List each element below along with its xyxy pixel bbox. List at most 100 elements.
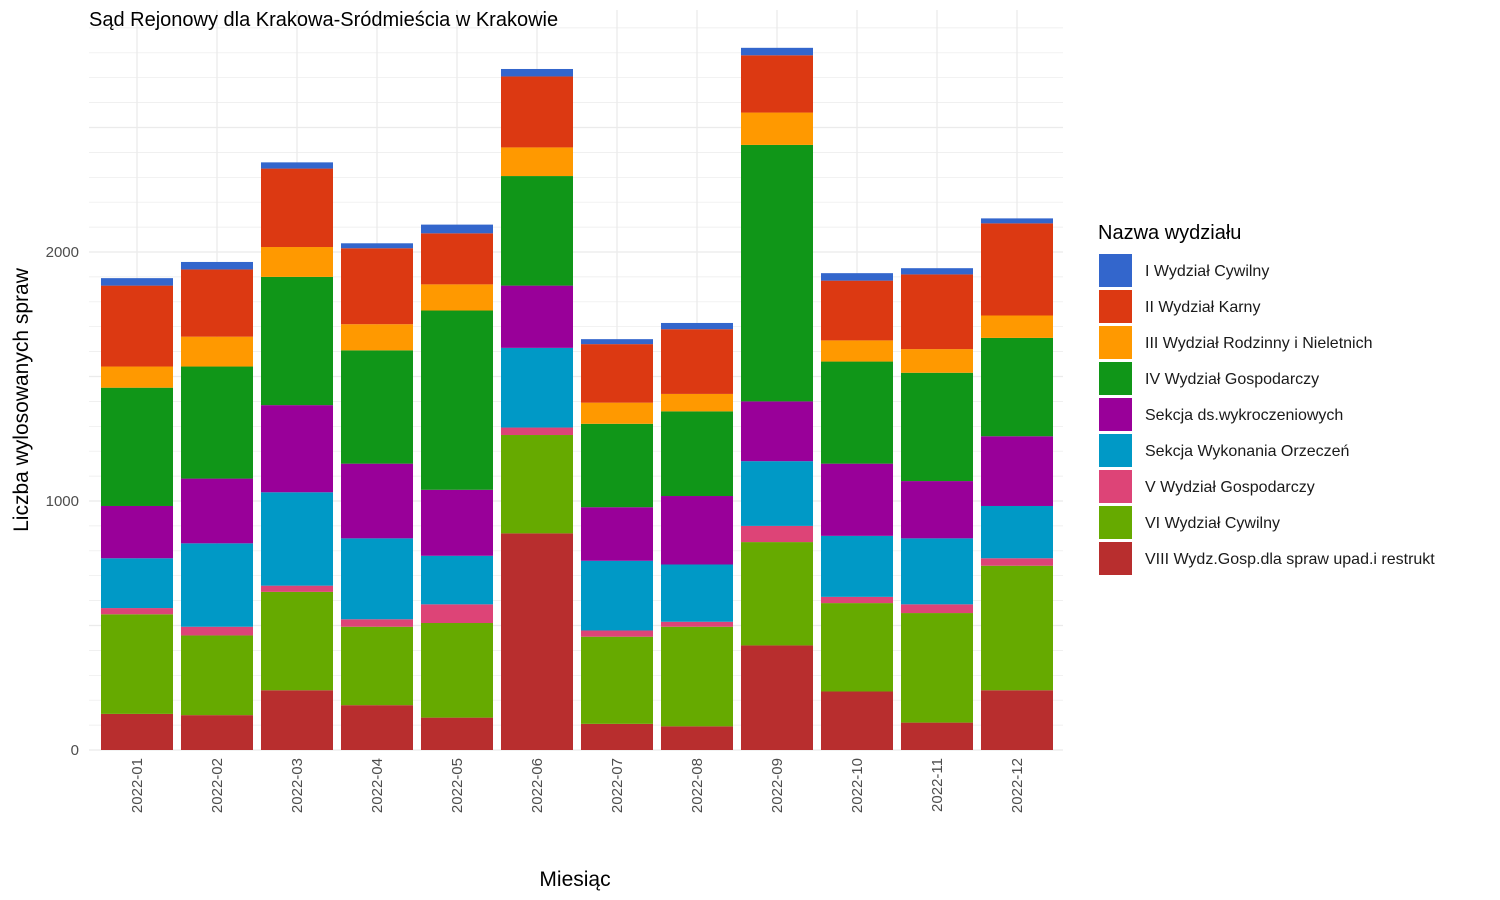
bar-segment <box>181 715 253 750</box>
bar-segment <box>901 268 973 275</box>
x-axis-ticks: 2022-01 2022-02 2022-03 2022-04 2022-05 2022-… <box>129 758 1026 813</box>
bar-segment <box>341 350 413 464</box>
bar-segment <box>421 310 493 490</box>
legend-swatch <box>1099 434 1132 467</box>
legend-label: I Wydział Cywilny <box>1145 263 1269 280</box>
bar-segment <box>981 337 1053 437</box>
legend-label: III Wydział Rodzinny i Nieletnich <box>1145 335 1373 352</box>
bar-segment <box>981 558 1053 566</box>
x-tick-label: 2022-11 <box>929 758 946 812</box>
bar-segment <box>821 463 893 536</box>
legend-label: IV Wydział Gospodarczy <box>1145 371 1319 388</box>
chart-title: Sąd Rejonowy dla Krakowa-Sródmieścia w K… <box>89 9 558 31</box>
x-tick-label: 2022-05 <box>449 758 466 813</box>
bar-segment <box>581 630 653 637</box>
bar-segment <box>901 722 973 750</box>
bar-segment <box>101 505 173 559</box>
bar-segment <box>741 401 813 462</box>
bar-segment <box>661 329 733 394</box>
bar-segment <box>981 436 1053 506</box>
bar-segment <box>741 55 813 113</box>
x-tick-label: 2022-02 <box>209 758 226 813</box>
bar-segment <box>421 717 493 750</box>
bar-segment <box>901 538 973 605</box>
bar-segment <box>741 112 813 145</box>
bar-segment <box>741 645 813 750</box>
bar-segment <box>821 691 893 750</box>
bar-segment <box>581 423 653 508</box>
y-tick-label: 1000 <box>46 493 79 510</box>
bar-segment <box>901 613 973 723</box>
bar-segment <box>341 626 413 706</box>
x-tick-label: 2022-12 <box>1009 758 1026 813</box>
bar-segment <box>261 405 333 493</box>
legend-swatch <box>1099 542 1132 575</box>
bar-segment <box>501 147 573 177</box>
bar-segment <box>901 349 973 373</box>
bar-segment <box>421 489 493 556</box>
bar-segment <box>741 144 813 402</box>
bar-segment <box>581 402 653 424</box>
bar-segment <box>261 168 333 248</box>
x-tick-label: 2022-09 <box>769 758 786 813</box>
x-tick-label: 2022-04 <box>369 758 386 813</box>
legend-swatch <box>1099 506 1132 539</box>
bar-segment <box>821 340 893 362</box>
bar-segment <box>981 315 1053 338</box>
bar-segment <box>421 224 493 234</box>
bar-segment <box>101 614 173 714</box>
legend-label: VIII Wydz.Gosp.dla spraw upad.i restrukt <box>1145 551 1435 568</box>
bar-segment <box>501 347 573 428</box>
x-tick-label: 2022-08 <box>689 758 706 813</box>
bar-segment <box>901 481 973 539</box>
bar-segment <box>661 322 733 330</box>
bar-segment <box>901 274 973 350</box>
bar-segment <box>741 461 813 526</box>
bar-segment <box>421 604 493 624</box>
bar-segment <box>421 284 493 311</box>
legend-label: Sekcja ds.wykroczeniowych <box>1145 407 1343 424</box>
legend-swatch <box>1099 398 1132 431</box>
bar-segment <box>341 538 413 620</box>
x-tick-label: 2022-07 <box>609 758 626 813</box>
bar-segment <box>981 223 1053 316</box>
bar-segment <box>501 427 573 436</box>
bar-segment <box>661 621 733 627</box>
x-axis-title: Miesiąc <box>539 868 610 891</box>
bar-segment <box>501 533 573 750</box>
bar-segment <box>901 372 973 482</box>
bar-segment <box>101 387 173 506</box>
bar-segment <box>741 525 813 543</box>
bar-segment <box>741 47 813 56</box>
y-axis-title: Liczba wylosowanych spraw <box>10 267 33 532</box>
bar-segment <box>101 285 173 367</box>
y-tick-label: 0 <box>71 742 79 759</box>
legend-label: Sekcja Wykonania Orzeczeń <box>1145 443 1349 460</box>
bar-segment <box>501 176 573 286</box>
bar-segment <box>261 162 333 169</box>
bar-segment <box>581 723 653 750</box>
legend-swatch <box>1099 470 1132 503</box>
x-tick-label: 2022-03 <box>289 758 306 813</box>
legend-title: Nazwa wydziału <box>1098 222 1241 244</box>
bar-segment <box>821 603 893 692</box>
bar-segment <box>661 496 733 565</box>
x-tick-label: 2022-10 <box>849 758 866 813</box>
bar-segment <box>981 218 1053 224</box>
bar-segment <box>981 565 1053 691</box>
bar-segment <box>421 233 493 285</box>
bar-segment <box>181 626 253 636</box>
bar-segment <box>501 435 573 534</box>
bar-segment <box>581 636 653 724</box>
bar-segment <box>261 585 333 592</box>
bar-segment <box>821 280 893 341</box>
bar-segment <box>821 535 893 597</box>
bar-segment <box>501 76 573 148</box>
bar-segment <box>181 336 253 367</box>
bar-segment <box>661 626 733 727</box>
bar-segment <box>581 344 653 403</box>
bar-segment <box>421 555 493 605</box>
bar-segment <box>261 247 333 277</box>
x-tick-label: 2022-06 <box>529 758 546 813</box>
